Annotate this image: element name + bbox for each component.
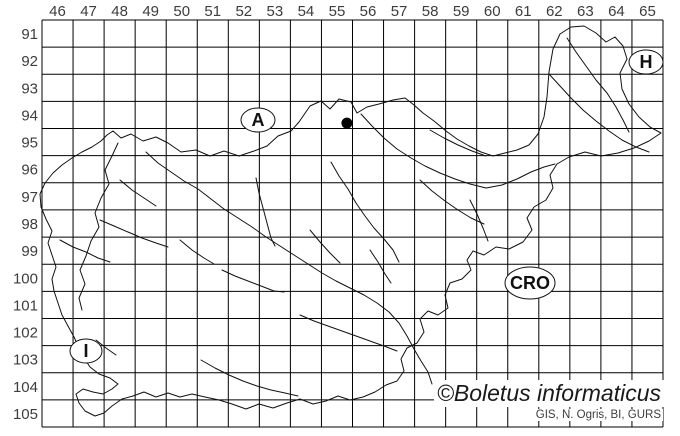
grid-lines [41,19,664,428]
grid-column-label: 55 [329,3,346,20]
grid-column-label: 57 [391,3,408,20]
grid-column-label: 56 [360,3,377,20]
grid-row-label: 91 [21,26,38,43]
grid-column-label: 52 [235,3,252,20]
river-idrijca [99,219,169,248]
row-axis-labels: 91 92 93 94 95 96 97 98 99 100 101 102 103 104 105 [13,26,38,423]
hungary-letter: H [640,52,653,72]
grid-column-label: 48 [111,3,128,20]
slovenia-border-outline [39,25,662,417]
grid-row-label: 99 [21,243,38,260]
grid-column-label: 54 [298,3,315,20]
grid-column-label: 47 [80,3,97,20]
attribution-text: ©Boletus informaticus [433,380,664,407]
grid-column-label: 64 [608,3,625,20]
credits-text: GIS, N. Ogris, BI, GURS [533,409,663,421]
hungary-ellipse [628,49,664,75]
country-border [39,25,662,417]
croatia-ellipse [504,266,556,300]
river-tributary-nw [119,179,157,207]
river-savinja [330,161,400,263]
grid-column-label: 60 [484,3,501,20]
grid-column-label: 61 [515,3,532,20]
croatia-label: CRO [504,266,556,300]
croatia-letter: CRO [510,273,550,293]
grid-row-label: 105 [13,406,38,423]
austria-letter: A [252,110,265,130]
grid-column-label: 59 [453,3,470,20]
river-soca [78,142,119,311]
river-tributary-west [179,239,215,265]
grid-row-label: 103 [13,352,38,369]
italy-label: I [69,338,103,364]
austria-label: A [240,107,276,133]
hungary-label: H [628,49,664,75]
grid-row-label: 95 [21,135,38,152]
grid-row-label: 101 [13,297,38,314]
record-dot-marker [341,117,353,129]
grid-row-label: 93 [21,80,38,97]
river-krka [299,314,398,352]
grid-column-label: 58 [422,3,439,20]
grid-column-label: 46 [49,3,66,20]
river-ljubljanica [221,269,285,293]
river-drava [360,113,556,189]
grid-column-label: 49 [142,3,159,20]
grid-column-label: 50 [173,3,190,20]
italy-ellipse [69,338,103,364]
grid-row-label: 98 [21,216,38,233]
river-mura [548,73,650,153]
river-lines [59,37,650,397]
river-tributary-center-1 [309,229,341,264]
grid-row-label: 96 [21,162,38,179]
river-vipava [59,239,111,263]
grid-column-label: 63 [577,3,594,20]
record-marker-group [341,117,353,129]
grid-column-label: 53 [267,3,284,20]
grid-column-label: 62 [546,3,563,20]
grid-row-label: 100 [13,270,38,287]
italy-letter: I [83,341,88,361]
grid-row-label: 92 [21,53,38,70]
river-kamniska-bistrica [255,177,276,247]
grid-row-label: 97 [21,189,38,206]
grid-column-label: 51 [204,3,221,20]
river-pesnica [429,129,487,157]
column-axis-labels: 46 47 48 49 50 51 52 53 54 55 56 57 58 59 60 61 62 63 64 65 [49,3,656,20]
river-ledava [566,37,630,133]
river-kolpa [200,359,299,397]
river-sotla [469,199,489,242]
austria-ellipse [240,107,276,133]
grid-row-label: 104 [13,379,38,396]
grid-row-label: 102 [13,325,38,342]
river-sava [145,151,433,385]
grid-row-label: 94 [21,107,38,124]
river-dravinja [419,179,485,225]
grid-column-label: 65 [639,3,656,20]
river-coastal [95,339,117,356]
river-tributary-center-2 [369,249,392,284]
